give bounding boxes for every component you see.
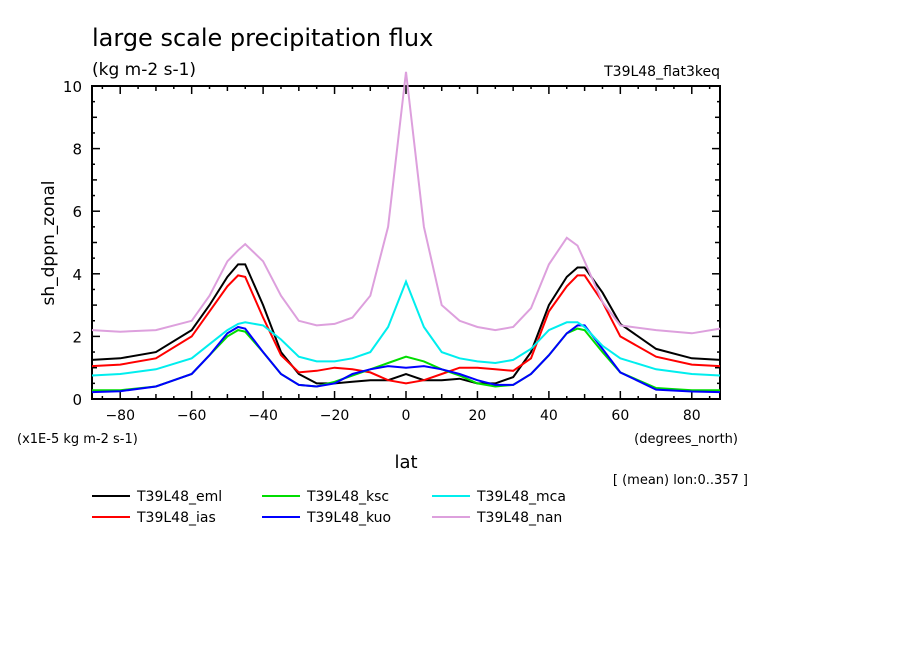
x-tick-label: 60 xyxy=(611,408,629,424)
averaging-note: [ (mean) lon:0..357 ] xyxy=(613,473,748,488)
legend-label: T39L48_ias xyxy=(136,510,216,526)
legend-label: T39L48_nan xyxy=(476,510,562,526)
legend-label: T39L48_eml xyxy=(136,489,222,505)
chart-title: large scale precipitation flux xyxy=(92,24,433,52)
y-tick-label: 6 xyxy=(72,203,82,221)
series-line-T39L48_eml xyxy=(91,263,721,385)
y-tick-label: 0 xyxy=(72,391,82,409)
legend-label: T39L48_mca xyxy=(476,489,566,505)
x-tick-label: 0 xyxy=(402,408,411,424)
legend: T39L48_eml T39L48_ksc T39L48_mca T39L48_ias… xyxy=(92,489,566,526)
x-tick-label: 80 xyxy=(683,408,701,424)
x-units-label: (degrees_north) xyxy=(634,432,738,447)
legend-item: T39L48_mca xyxy=(432,489,566,505)
legend-label: T39L48_kuo xyxy=(306,510,391,526)
legend-item: T39L48_eml xyxy=(92,489,222,505)
x-tick-label: 20 xyxy=(469,408,487,424)
legend-item: T39L48_nan xyxy=(432,510,562,526)
y-scale-note: (x1E-5 kg m-2 s-1) xyxy=(17,432,138,447)
y-tick-label: 8 xyxy=(72,141,82,159)
series-lines xyxy=(91,71,721,394)
x-tick-label: −20 xyxy=(320,408,350,424)
legend-item: T39L48_kuo xyxy=(262,510,391,526)
y-tick-label: 4 xyxy=(72,266,82,284)
x-tick-label: −40 xyxy=(248,408,278,424)
legend-item: T39L48_ksc xyxy=(262,489,389,505)
y-axis-label: sh_dppn_zonal xyxy=(39,180,59,305)
experiment-label: T39L48_flat3keq xyxy=(603,64,720,80)
x-tick-label: 40 xyxy=(540,408,558,424)
y-tick-label: 2 xyxy=(72,328,82,346)
x-axis-label: lat xyxy=(394,452,417,473)
series-line-T39L48_nan xyxy=(91,71,721,335)
chart-units: (kg m-2 s-1) xyxy=(92,60,196,80)
y-tick-label: 10 xyxy=(63,78,82,96)
x-tick-label: −80 xyxy=(105,408,135,424)
x-tick-label: −60 xyxy=(177,408,207,424)
series-line-T39L48_kuo xyxy=(91,324,721,394)
series-line-T39L48_mca xyxy=(91,278,721,377)
legend-item: T39L48_ias xyxy=(92,510,216,526)
legend-label: T39L48_ksc xyxy=(306,489,389,505)
axes: −80 −60 −40 −20 0 20 40 60 80 0 2 4 6 8 10 xyxy=(63,78,721,424)
series-line-T39L48_ksc xyxy=(92,327,720,392)
series-line-T39L48_ias xyxy=(91,274,721,385)
plot-frame xyxy=(91,85,721,400)
